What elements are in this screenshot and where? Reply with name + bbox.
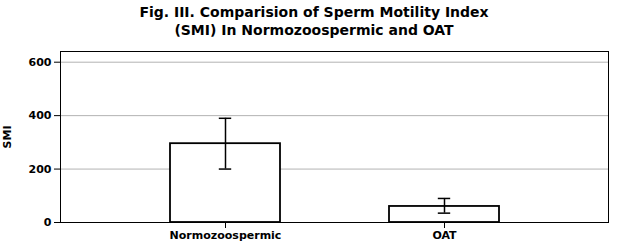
svg-text:SMI: SMI bbox=[1, 126, 14, 149]
svg-text:600: 600 bbox=[29, 56, 52, 69]
svg-text:Normozoospermic: Normozoospermic bbox=[170, 229, 282, 242]
svg-text:200: 200 bbox=[29, 163, 52, 176]
svg-text:0: 0 bbox=[44, 216, 52, 229]
html-text:(SMI) In Normozoospermic and O: (SMI) In Normozoospermic and OAT bbox=[174, 22, 454, 38]
html-text:Fig. III. Comparision of Sperm: Fig. III. Comparision of Sperm Motility … bbox=[139, 4, 489, 20]
svg-text:400: 400 bbox=[29, 109, 52, 122]
svg-text:OAT: OAT bbox=[432, 229, 457, 242]
